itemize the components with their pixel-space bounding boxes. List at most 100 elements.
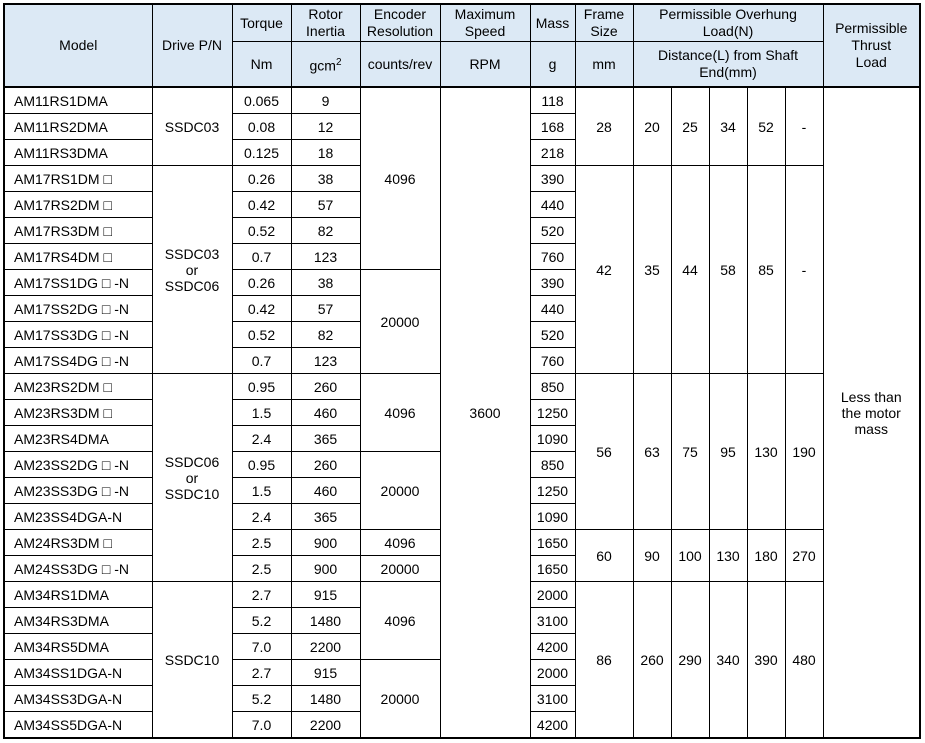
unit-frame: mm <box>574 41 634 88</box>
inertia-cell: 900 <box>290 529 361 556</box>
col-header-speed: Maximum Speed <box>439 3 531 42</box>
mass-cell: 390 <box>529 165 576 192</box>
overhung-cell: 20 <box>632 86 672 166</box>
overhung-cell: 390 <box>746 581 786 739</box>
torque-cell: 0.7 <box>231 243 292 270</box>
overhung-cell: 95 <box>708 373 748 530</box>
table-body: AM11RS1DMA SSDC03 0.065 9 4096 3600 118 … <box>3 86 921 739</box>
overhung-cell: 44 <box>670 165 710 374</box>
model-cell: AM17RS2DM □ <box>3 191 153 218</box>
model-cell: AM23SS4DGA-N <box>3 503 153 530</box>
overhung-cell: - <box>784 86 824 166</box>
mass-cell: 3100 <box>529 607 576 634</box>
encoder-cell: 20000 <box>359 269 441 374</box>
inertia-cell: 82 <box>290 321 361 348</box>
mass-cell: 850 <box>529 451 576 478</box>
col-header-torque: Torque <box>231 3 292 42</box>
encoder-cell: 4096 <box>359 529 441 556</box>
inertia-cell: 2200 <box>290 711 361 739</box>
overhung-cell: 90 <box>632 529 672 582</box>
inertia-cell: 365 <box>290 425 361 452</box>
mass-cell: 3100 <box>529 685 576 712</box>
torque-cell: 1.5 <box>231 399 292 426</box>
inertia-cell: 260 <box>290 451 361 478</box>
overhung-cell: 52 <box>746 86 786 166</box>
inertia-cell: 260 <box>290 373 361 400</box>
torque-cell: 2.4 <box>231 503 292 530</box>
overhung-cell: 85 <box>746 165 786 374</box>
motor-spec-table: Model Drive P/N Torque Rotor Inertia Enc… <box>3 3 921 739</box>
mass-cell: 1090 <box>529 425 576 452</box>
thrust-cell: Less than the motor mass <box>822 86 921 739</box>
table-row: AM34SS5DGA-N 7.0 2200 4200 <box>3 711 920 739</box>
encoder-cell: 20000 <box>359 555 441 582</box>
drive-cell: SSDC03 or SSDC06 <box>151 165 233 374</box>
model-cell: AM23RS3DM □ <box>3 399 153 426</box>
inertia-cell: 1480 <box>290 607 361 634</box>
drive-cell: SSDC03 <box>151 86 233 166</box>
model-cell: AM34RS1DMA <box>3 581 153 608</box>
drive-cell: SSDC10 <box>151 581 233 739</box>
table-row: AM34SS3DGA-N 5.2 1480 3100 <box>3 685 920 712</box>
overhung-cell: 340 <box>708 581 748 739</box>
mass-cell: 168 <box>529 113 576 140</box>
encoder-cell: 4096 <box>359 581 441 660</box>
torque-cell: 1.5 <box>231 477 292 504</box>
frame-cell: 86 <box>574 581 634 739</box>
mass-cell: 1250 <box>529 399 576 426</box>
table-row: AM11RS2DMA 0.08 12 168 <box>3 113 920 140</box>
inertia-cell: 38 <box>290 269 361 296</box>
encoder-cell: 20000 <box>359 451 441 530</box>
inertia-cell: 123 <box>290 347 361 374</box>
mass-cell: 520 <box>529 217 576 244</box>
overhung-cell: 34 <box>708 86 748 166</box>
torque-cell: 5.2 <box>231 685 292 712</box>
col-header-overhung: Permissible Overhung Load(N) <box>632 3 824 42</box>
overhung-cell: 190 <box>784 373 824 530</box>
model-cell: AM17SS4DG □ -N <box>3 347 153 374</box>
inertia-cell: 57 <box>290 295 361 322</box>
torque-cell: 0.42 <box>231 295 292 322</box>
model-cell: AM17SS1DG □ -N <box>3 269 153 296</box>
overhung-cell: 260 <box>632 581 672 739</box>
overhung-cell: 100 <box>670 529 710 582</box>
col-header-thrust: Permissible Thrust Load <box>822 3 921 88</box>
table-row: AM17SS1DG □ -N 0.26 38 20000 390 <box>3 269 920 374</box>
table-row: AM34SS1DGA-N 2.7 915 20000 2000 <box>3 659 920 739</box>
torque-cell: 0.52 <box>231 321 292 348</box>
unit-inertia: gcm2 <box>290 41 361 88</box>
model-cell: AM34SS3DGA-N <box>3 685 153 712</box>
col-header-encoder: Encoder Resolution <box>359 3 441 42</box>
frame-cell: 42 <box>574 165 634 374</box>
mass-cell: 2000 <box>529 659 576 686</box>
mass-cell: 1250 <box>529 477 576 504</box>
inertia-cell: 9 <box>290 86 361 114</box>
unit-inertia-sup: 2 <box>335 56 342 68</box>
mass-cell: 2000 <box>529 581 576 608</box>
overhung-cell: 270 <box>784 529 824 582</box>
col-header-inertia: Rotor Inertia <box>290 3 361 42</box>
mass-cell: 440 <box>529 191 576 218</box>
torque-cell: 2.7 <box>231 581 292 608</box>
table-row: AM17RS1DM □ SSDC03 or SSDC06 0.26 38 390… <box>3 165 920 374</box>
model-cell: AM23RS4DMA <box>3 425 153 452</box>
mass-cell: 218 <box>529 139 576 166</box>
mass-cell: 390 <box>529 269 576 296</box>
mass-cell: 4200 <box>529 633 576 660</box>
torque-cell: 0.7 <box>231 347 292 374</box>
torque-cell: 0.42 <box>231 191 292 218</box>
inertia-cell: 18 <box>290 139 361 166</box>
inertia-cell: 82 <box>290 217 361 244</box>
inertia-cell: 365 <box>290 503 361 530</box>
frame-cell: 56 <box>574 373 634 530</box>
table-header: Model Drive P/N Torque Rotor Inertia Enc… <box>3 3 921 88</box>
encoder-cell: 4096 <box>359 373 441 452</box>
frame-cell: 28 <box>574 86 634 166</box>
torque-cell: 7.0 <box>231 633 292 660</box>
inertia-cell: 915 <box>290 581 361 608</box>
model-cell: AM11RS3DMA <box>3 139 153 166</box>
inertia-cell: 915 <box>290 659 361 686</box>
table-row: AM11RS1DMA SSDC03 0.065 9 4096 3600 118 … <box>3 86 921 739</box>
overhung-cell: 25 <box>670 86 710 166</box>
